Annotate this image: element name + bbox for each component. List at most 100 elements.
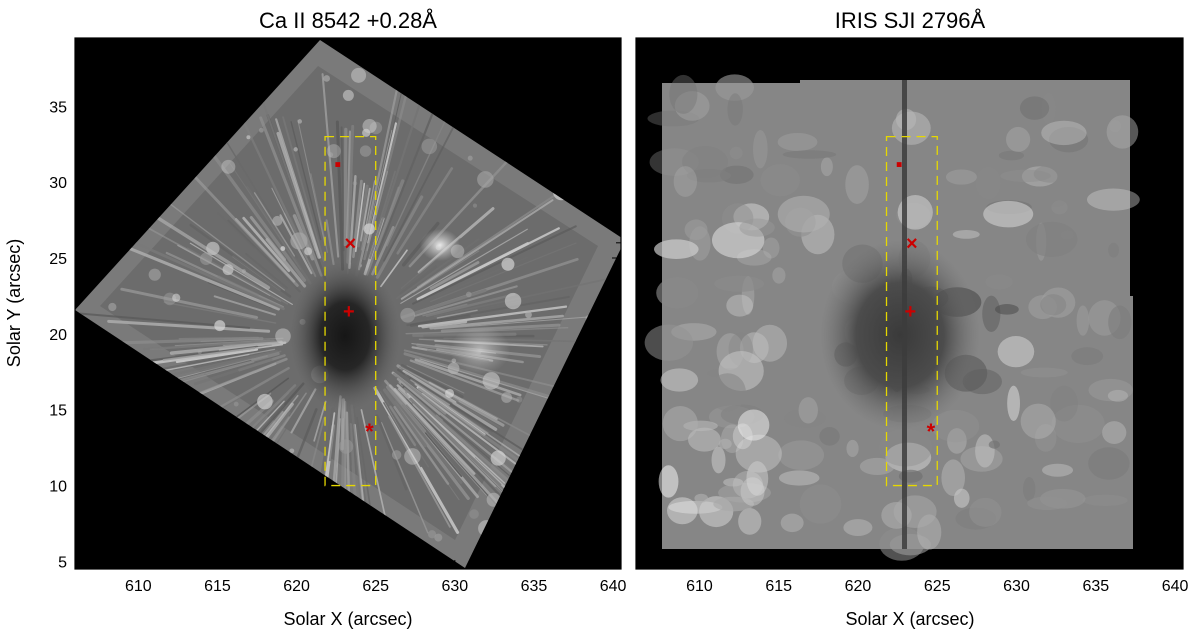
fibril [412,250,480,294]
bright-grain [241,269,246,274]
fibril [354,182,366,253]
bright-grain [482,372,500,390]
fibril [388,415,451,528]
chromo-patch [656,277,699,309]
y-tick-label: 20 [49,327,67,344]
chromo-patch [738,507,762,535]
fibril [163,301,277,324]
chromo-patch [729,146,743,160]
chromo-patch [777,195,830,233]
y-tick-label: 30 [49,175,67,192]
fibril [276,131,321,259]
bright-grain [363,223,375,235]
fibril [396,167,454,255]
chromo-patch [819,427,840,446]
chromo-patch [969,497,1002,527]
fibril [382,388,427,448]
marker-asterisk: * [927,419,936,444]
x-tick-label: 635 [1082,578,1109,595]
chromo-patch [718,482,771,503]
fibril [386,389,463,484]
chromo-patch [711,222,765,259]
chromo-patch [737,409,770,441]
fibril [410,378,451,406]
ca-y-axis-title: Solar Y (arcsec) [4,239,24,367]
chromo-patch [688,427,721,452]
chromo-patch [723,477,744,487]
fibril [130,239,285,311]
fibril [178,336,259,340]
chromo-patch [760,164,800,197]
fibril [143,339,281,351]
bright-grain [280,246,286,251]
marker-asterisk: * [365,419,374,444]
fibril [409,359,520,402]
fibril [216,211,296,289]
fibril [389,384,499,504]
fibril [356,184,369,248]
y-tick-label: 15 [49,403,67,420]
chromo-patch [686,168,732,183]
chromo-patch [1107,389,1129,402]
chromo-patch [975,434,995,468]
chromo-patch [1020,367,1068,378]
marker-plus: + [343,301,355,323]
fibril [406,365,465,394]
chromo-patch [662,405,698,442]
x-tick-label: 610 [125,578,152,595]
chromo-patch [952,229,980,239]
fibril [215,123,299,259]
fibril [385,385,427,433]
fibril [127,246,281,311]
chromo-patch [931,409,980,443]
fibril [357,85,399,271]
bright-grain [257,393,273,410]
chromo-patch [1050,385,1078,422]
bright-grain [290,232,308,250]
y-tick-label: 35 [49,99,67,116]
chromo-patch [1020,403,1056,439]
chromo-patch [713,496,755,512]
fibril [245,253,288,289]
x-tick-label: 640 [1162,578,1189,595]
chromo-patch [1033,165,1067,183]
fibril [409,314,471,327]
fibril [217,275,259,297]
marker-square: ■ [335,159,341,170]
bright-grain [327,152,334,158]
y-tick-label: 5 [58,554,67,571]
bright-grain [275,328,291,344]
fibril [395,238,480,300]
fibril [297,119,326,244]
fibril [400,228,528,304]
marker-square: ■ [896,159,902,170]
bright-grain [289,448,295,454]
bright-grain [465,291,472,298]
fibril [348,174,357,269]
chromo-patch [1106,115,1139,149]
chromo-patch [778,440,825,470]
bright-grain [108,302,117,312]
chromo-patch [660,368,699,392]
chromo-patch [998,150,1025,161]
bright-grain [427,530,437,539]
x-tick-label: 625 [362,578,389,595]
x-tick-label: 625 [924,578,951,595]
chromo-patch [1007,385,1020,421]
chromo-patch [1049,126,1089,153]
bright-grain [342,89,354,101]
fibril [393,405,450,485]
chromo-patch [709,373,746,412]
fibril [400,199,554,300]
chromo-patch [1021,166,1058,187]
fibril [189,223,292,298]
chromo-patch [1051,404,1105,444]
bright-grain [434,533,443,542]
chromo-patch [669,74,698,114]
fibril [361,89,403,265]
bright-grain [467,155,473,161]
chromo-patch [1102,421,1127,444]
bright-grain [197,350,202,355]
fibril [346,124,355,264]
